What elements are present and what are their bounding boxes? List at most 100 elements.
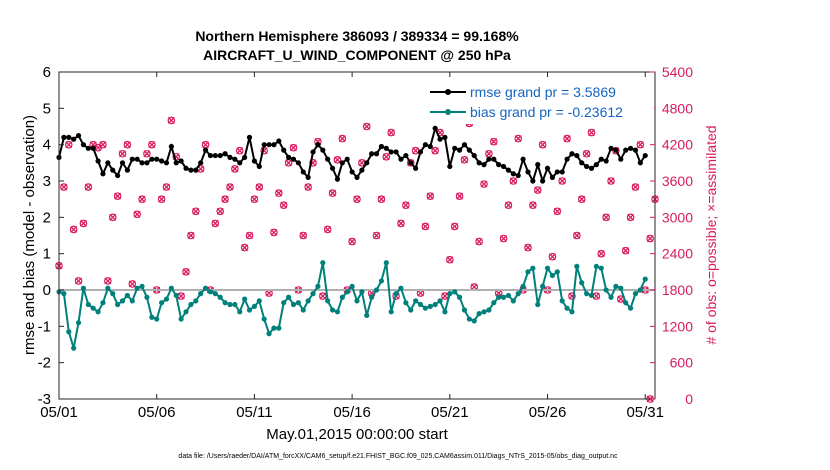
rmse-point: [198, 160, 204, 166]
bias-point: [554, 269, 560, 275]
rmse-point: [71, 136, 77, 142]
obs-count-point: [279, 201, 288, 210]
obs-count-point: [489, 137, 498, 146]
rmse-point: [549, 174, 556, 180]
obs-count-point: [577, 195, 586, 203]
rmse-point: [544, 165, 551, 171]
rmse-point: [466, 147, 472, 153]
bias-point: [276, 325, 282, 331]
bias-point: [373, 287, 380, 293]
bias-point: [202, 285, 209, 291]
bias-point: [271, 325, 277, 331]
y-tick-label: 3: [43, 173, 51, 190]
bias-point: [163, 296, 170, 302]
y-tick-label: 5: [43, 100, 51, 117]
rmse-point: [227, 154, 233, 160]
rmse-point: [290, 156, 297, 162]
rmse-point: [281, 147, 287, 153]
rmse-point: [144, 160, 150, 166]
bias-point: [115, 301, 121, 308]
legend-box: [426, 80, 654, 124]
obs-count-point: [460, 156, 469, 164]
bias-point: [354, 298, 360, 304]
legend: rmse grand pr = 3.5869 bias grand pr = -…: [426, 80, 654, 124]
bias-point: [461, 307, 468, 313]
bias-series: [56, 260, 648, 351]
rmse-point: [149, 156, 155, 162]
y2-tick-label: 4800: [662, 100, 693, 116]
rmse-point: [530, 178, 536, 184]
plot-frame: [58, 71, 656, 400]
rmse-point: [442, 134, 448, 140]
bias-point: [295, 300, 301, 306]
bias-point: [432, 301, 438, 308]
rmse-point: [588, 165, 595, 171]
bias-point: [466, 316, 472, 322]
bias-point: [383, 260, 389, 266]
obs-count-point: [402, 201, 410, 210]
rmse-point: [632, 147, 639, 153]
obs-count-point: [299, 231, 308, 240]
rmse-point: [540, 178, 546, 184]
plot-background: [59, 72, 655, 399]
rmse-point: [598, 156, 604, 162]
legend-rmse-label: rmse grand pr = 3.5869: [470, 84, 616, 100]
rmse-point: [183, 165, 189, 171]
obs-count-point: [573, 231, 581, 240]
rmse-point: [95, 158, 101, 164]
x-tick-label: 05/16: [333, 404, 371, 421]
obs-count-point: [104, 277, 112, 285]
rmse-point: [613, 147, 619, 153]
rmse-point: [486, 156, 492, 162]
obs-count-point: [157, 195, 166, 203]
bias-point: [232, 301, 238, 308]
bias-point: [242, 296, 248, 302]
rmse-point: [437, 136, 443, 142]
obs-count-point: [221, 195, 229, 203]
bias-point: [515, 291, 521, 297]
rmse-point: [115, 172, 121, 179]
bias-point: [359, 289, 365, 295]
bias-point: [246, 307, 253, 313]
obs-count-point: [362, 122, 371, 131]
rmse-point: [329, 165, 336, 171]
bias-point: [471, 318, 477, 324]
bias-point: [110, 291, 116, 297]
rmse-point: [242, 154, 248, 160]
obs-count-point: [74, 277, 83, 285]
obs-count-point: [323, 225, 332, 234]
bias-point: [344, 289, 350, 295]
rmse-point: [422, 142, 428, 148]
rmse-point: [471, 152, 477, 159]
rmse-point: [217, 152, 223, 159]
bias-point: [564, 305, 570, 311]
bias-point: [198, 291, 204, 297]
y-tick-label: 6: [43, 64, 51, 81]
obs-count-point: [118, 149, 127, 158]
obs-count-point: [397, 219, 405, 228]
obs-count-point: [289, 143, 298, 152]
bias-point: [139, 283, 145, 289]
rmse-point: [134, 156, 140, 162]
y2-tick-label: 0: [685, 391, 693, 407]
y2-tick-label: 1200: [662, 318, 693, 334]
bias-point: [290, 301, 297, 308]
rmse-point: [505, 167, 512, 173]
obs-count-point: [602, 213, 610, 222]
y-tick-label: 0: [43, 282, 51, 299]
rmse-point: [222, 151, 228, 157]
obs-count-point: [587, 128, 596, 137]
obs-count-point: [529, 201, 537, 210]
rmse-point: [413, 165, 419, 171]
rmse-point: [85, 145, 91, 151]
bias-point: [520, 283, 526, 289]
rmse-point: [491, 156, 497, 162]
bias-point: [315, 283, 321, 289]
rmse-point: [642, 152, 648, 159]
bias-point: [80, 285, 87, 291]
bias-point: [437, 298, 443, 304]
bias-point: [349, 283, 355, 289]
bias-point: [378, 278, 385, 284]
y-tick-label: -3: [38, 391, 51, 408]
obs-count-point: [64, 140, 73, 149]
